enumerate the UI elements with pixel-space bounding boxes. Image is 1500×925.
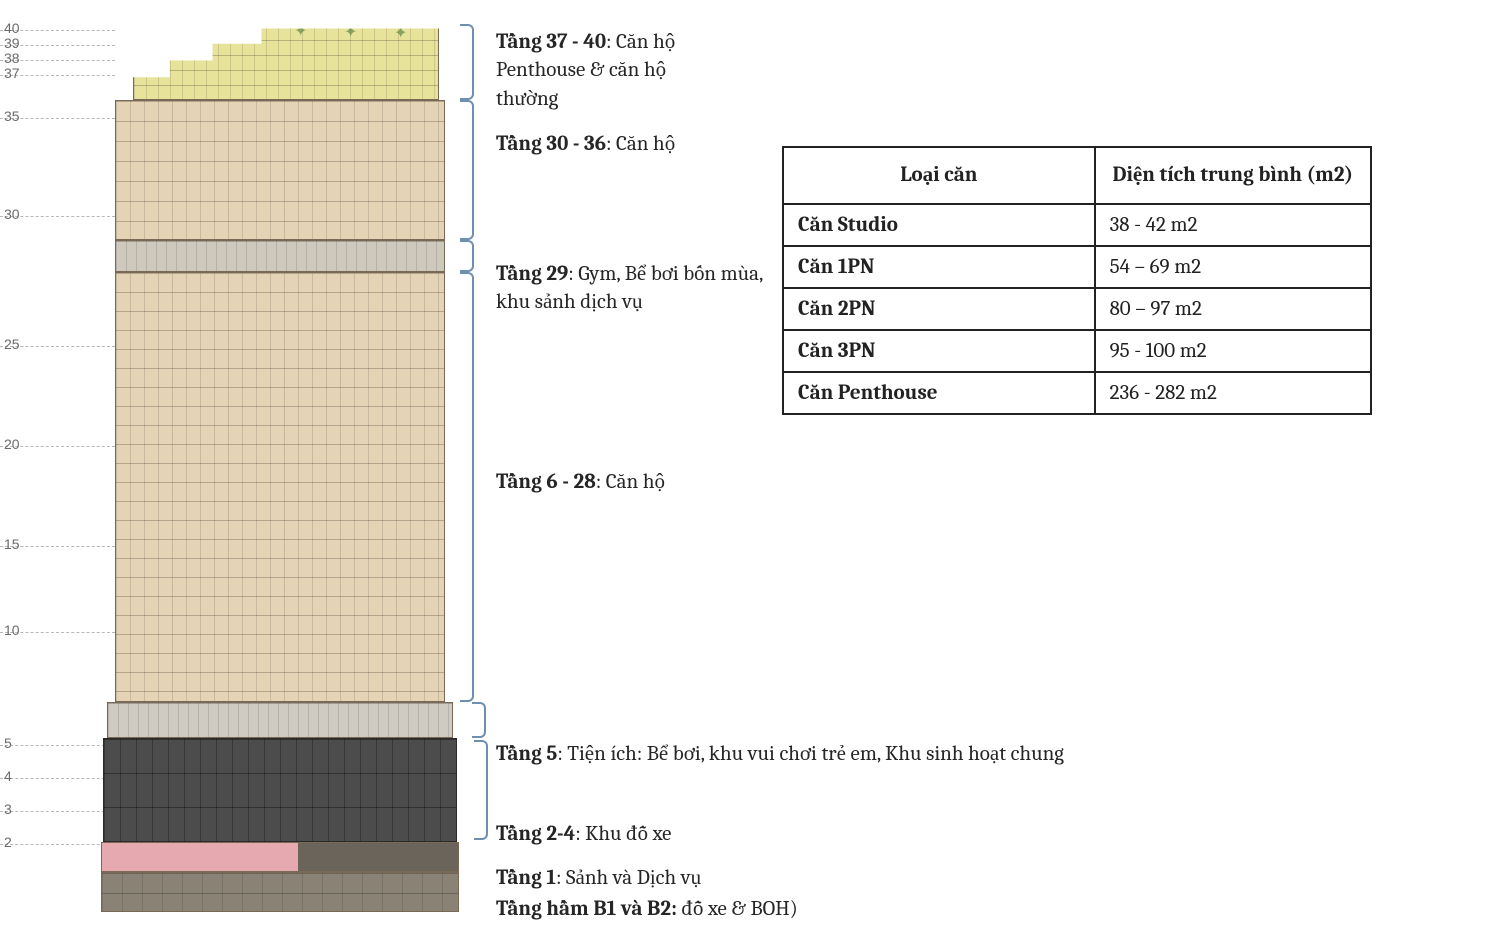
- annotation-label-bold: Tầng 2-4: [496, 822, 575, 846]
- unit-area-cell: 38 - 42 m2: [1095, 204, 1371, 246]
- building-elevation-panel: 40393837 35 30 25 20 15 10 5 4 3 2 ✦ ✦ ✦ ✦ ✦ ✦: [0, 0, 460, 925]
- ann-1: Tầng 1: Sảnh và Dịch vụ: [496, 864, 896, 892]
- unit-area-cell: 54 – 69 m2: [1095, 246, 1371, 288]
- roof-vegetation-icon: ✦: [244, 20, 257, 39]
- annotation-label-bold: Tầng hầm B1 và B2:: [496, 897, 677, 921]
- bracket-30-36: [460, 100, 474, 240]
- unit-area-cell: 95 - 100 m2: [1095, 330, 1371, 372]
- axis-label: 38: [4, 50, 20, 66]
- annotation-label-text: đỗ xe & BOH): [677, 897, 798, 921]
- annotation-label-text: : Tiện ích: Bể bơi, khu vui chơi trẻ em,…: [557, 742, 1064, 766]
- axis-label: 20: [4, 436, 20, 452]
- annotation-label-text: : Căn hộ: [596, 470, 665, 494]
- axis-label: 40: [4, 20, 20, 36]
- unit-type-cell: Căn 2PN: [783, 288, 1095, 330]
- ann-6-28: Tầng 6 - 28: Căn hộ: [496, 468, 756, 496]
- table-row: Căn 3PN95 - 100 m2: [783, 330, 1371, 372]
- annotation-label-bold: Tầng 5: [496, 742, 557, 766]
- axis-label: 4: [4, 768, 12, 784]
- table-row: Căn Penthouse236 - 282 m2: [783, 372, 1371, 414]
- axis-label: 30: [4, 206, 20, 222]
- bracket-5: [472, 702, 486, 738]
- axis-label: 37: [4, 65, 20, 81]
- ann-37-40: Tầng 37 - 40: Căn hộ Penthouse & căn hộ …: [496, 28, 726, 113]
- ann-5: Tầng 5: Tiện ích: Bể bơi, khu vui chơi t…: [496, 740, 1296, 768]
- ann-29: Tầng 29: Gym, Bể bơi bốn mùa, khu sảnh d…: [496, 260, 766, 317]
- roof-vegetation-icon: ✦: [194, 19, 207, 38]
- axis-label: 5: [4, 735, 12, 751]
- annotation-label-text: : Khu đỗ xe: [575, 822, 671, 846]
- table-row: Căn Studio38 - 42 m2: [783, 204, 1371, 246]
- axis-label: 3: [4, 801, 12, 817]
- axis-gridline: [0, 778, 115, 779]
- ann-2-4: Tầng 2-4: Khu đỗ xe: [496, 820, 896, 848]
- axis-label: 25: [4, 336, 20, 352]
- unit-type-cell: Căn Penthouse: [783, 372, 1095, 414]
- axis-label: 35: [4, 108, 20, 124]
- annotation-label-bold: Tầng 1: [496, 866, 556, 890]
- basement: [101, 872, 459, 912]
- floors-6-28: [115, 272, 445, 702]
- axis-gridline: [0, 745, 115, 746]
- roof-vegetation-icon: ✦: [344, 22, 357, 41]
- table-row: Căn 1PN54 – 69 m2: [783, 246, 1371, 288]
- roof-vegetation-icon: ✦: [144, 18, 157, 37]
- table-header-area: Diện tích trung bình (m2): [1095, 147, 1371, 204]
- floor-1-lobby: [101, 842, 459, 872]
- bracket-6-28: [460, 272, 474, 702]
- table-row: Căn 2PN80 – 97 m2: [783, 288, 1371, 330]
- ann-basement: Tầng hầm B1 và B2: đỗ xe & BOH): [496, 895, 996, 923]
- table-header-type: Loại căn: [783, 147, 1095, 204]
- building-drawing: ✦ ✦ ✦ ✦ ✦ ✦: [115, 10, 445, 915]
- unit-size-table: Loại căn Diện tích trung bình (m2) Căn S…: [782, 146, 1372, 415]
- annotation-label-bold: Tầng 6 - 28: [496, 470, 596, 494]
- unit-area-cell: 236 - 282 m2: [1095, 372, 1371, 414]
- penthouse-37-40: ✦✦✦✦✦✦: [133, 24, 439, 100]
- annotation-label-bold: Tầng 29: [496, 262, 568, 286]
- ann-30-36: Tầng 30 - 36: Căn hộ: [496, 130, 756, 158]
- axis-label: 39: [4, 35, 20, 51]
- floors-2-4-parking: [103, 738, 457, 842]
- axis-gridline: [0, 844, 115, 845]
- unit-type-cell: Căn 1PN: [783, 246, 1095, 288]
- bracket-29: [460, 240, 474, 272]
- annotation-label-bold: Tầng 30 - 36: [496, 132, 606, 156]
- floor-29-amenity: [115, 240, 445, 272]
- annotation-label-text: : Sảnh và Dịch vụ: [556, 866, 701, 890]
- axis-label: 10: [4, 622, 20, 638]
- roof-vegetation-icon: ✦: [394, 23, 407, 42]
- axis-label: 2: [4, 834, 12, 850]
- unit-type-cell: Căn Studio: [783, 204, 1095, 246]
- unit-type-cell: Căn 3PN: [783, 330, 1095, 372]
- floor-5-amenity: [107, 702, 453, 738]
- unit-area-cell: 80 – 97 m2: [1095, 288, 1371, 330]
- annotation-label-text: : Căn hộ: [606, 132, 675, 156]
- table-header-row: Loại căn Diện tích trung bình (m2): [783, 147, 1371, 204]
- axis-gridline: [0, 811, 115, 812]
- axis-label: 15: [4, 536, 20, 552]
- annotation-label-bold: Tầng 37 - 40: [496, 30, 606, 54]
- roof-vegetation-icon: ✦: [294, 21, 307, 40]
- bracket-37-40: [460, 24, 474, 100]
- floors-30-36: [115, 100, 445, 240]
- bracket-2-4: [474, 740, 488, 840]
